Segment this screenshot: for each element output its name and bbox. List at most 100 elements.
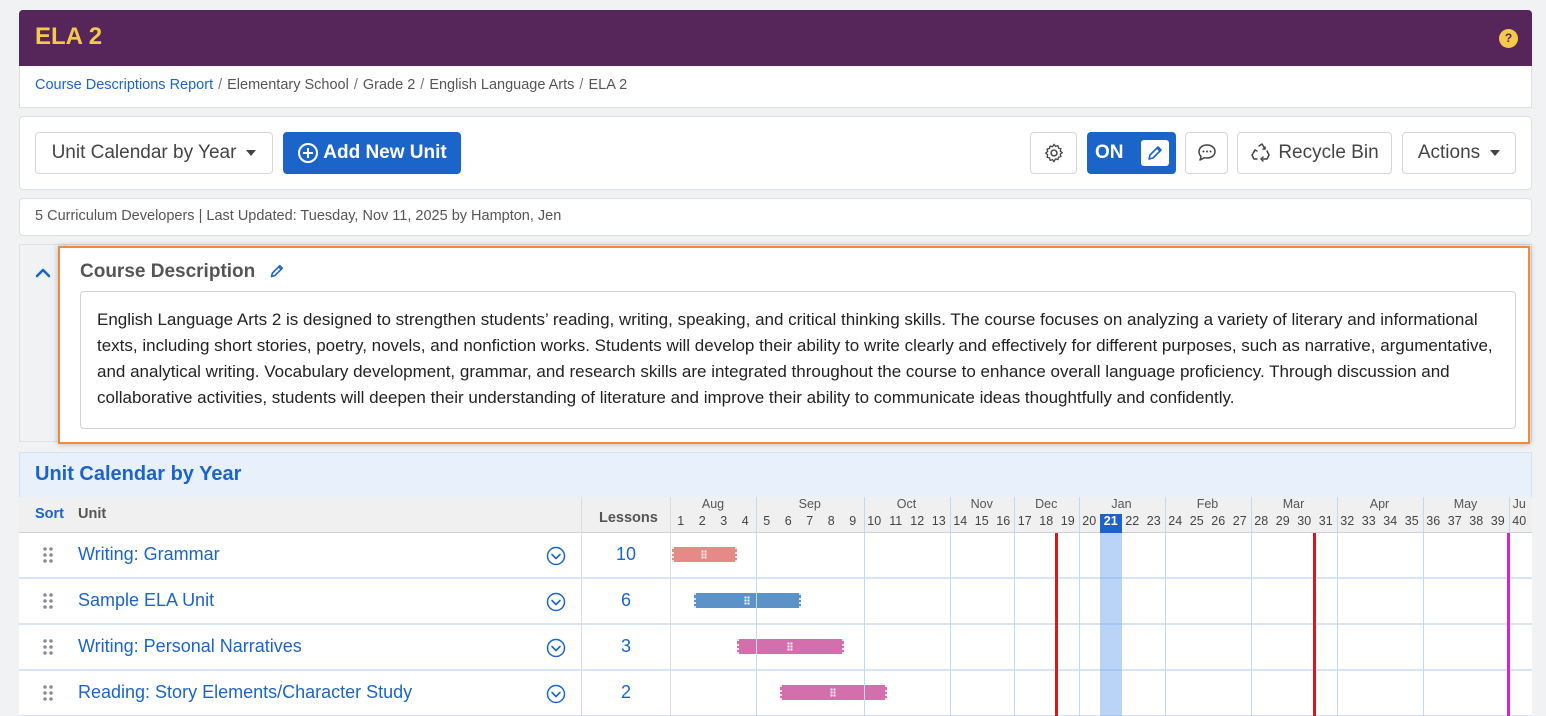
week-label: 30	[1297, 514, 1312, 528]
unit-timeline-bar[interactable]	[672, 547, 737, 562]
course-description-section: Course Description English Language Arts…	[58, 246, 1530, 444]
week-label: 3	[720, 514, 728, 528]
week-label: 5	[763, 514, 771, 528]
chevron-down-circle-icon[interactable]	[546, 592, 566, 612]
term-marker-line	[1313, 533, 1316, 716]
actions-dropdown[interactable]: Actions	[1402, 132, 1516, 174]
unit-name-link[interactable]: Writing: Grammar	[78, 544, 220, 564]
week-label: 1	[677, 514, 685, 528]
week-label: 24	[1168, 514, 1183, 528]
column-divider	[1250, 497, 1252, 716]
week-label: 22	[1125, 514, 1140, 528]
unit-row: Sample ELA Unit 6	[19, 579, 1532, 625]
week-label: 11	[889, 514, 903, 528]
week-label: 10	[867, 514, 882, 528]
term-marker-line	[1506, 533, 1510, 716]
week-label: 9	[849, 514, 857, 528]
chevron-down-circle-icon[interactable]	[546, 638, 566, 658]
lessons-column-header: Lessons	[599, 510, 658, 526]
column-divider	[863, 497, 865, 716]
pencil-icon	[1141, 140, 1169, 166]
course-description-text: English Language Arts 2 is designed to s…	[80, 291, 1516, 429]
unit-calendar-title: Unit Calendar by Year	[35, 463, 242, 485]
sort-button[interactable]: Sort	[35, 506, 64, 522]
comments-button[interactable]	[1185, 132, 1228, 174]
drag-handle-icon[interactable]	[41, 591, 55, 611]
settings-button[interactable]	[1030, 132, 1077, 174]
recycle-icon	[1251, 143, 1271, 162]
course-info-text: 5 Curriculum Developers | Last Updated: …	[35, 208, 562, 224]
lesson-count: 10	[615, 544, 637, 564]
month-label: Dec	[1035, 497, 1058, 511]
breadcrumb-item-course: ELA 2	[588, 77, 628, 93]
month-label: Feb	[1196, 497, 1219, 511]
week-label: 8	[827, 514, 835, 528]
week-label: 26	[1211, 514, 1226, 528]
recycle-bin-button[interactable]: Recycle Bin	[1237, 132, 1392, 174]
drag-handle-icon[interactable]	[41, 683, 55, 703]
week-label: 16	[996, 514, 1011, 528]
add-new-unit-button[interactable]: Add New Unit	[283, 132, 461, 174]
caret-down-icon	[246, 150, 257, 156]
breadcrumb: Course Descriptions Report / Elementary Sc…	[19, 66, 1532, 108]
week-label: 34	[1383, 514, 1398, 528]
comment-icon	[1197, 144, 1216, 161]
pencil-icon[interactable]	[269, 263, 285, 279]
week-label: 21	[1100, 514, 1122, 533]
unit-timeline-bar[interactable]	[779, 685, 887, 700]
month-label: Nov	[970, 497, 993, 511]
actions-label: Actions	[1417, 142, 1481, 163]
term-marker-line	[1055, 533, 1058, 716]
unit-calendar-header: Unit Calendar by Year	[19, 452, 1532, 498]
chevron-up-icon[interactable]	[35, 266, 51, 278]
column-divider	[756, 497, 757, 716]
breadcrumb-separator: /	[353, 77, 358, 93]
week-label: 28	[1254, 514, 1269, 528]
course-title-bar: ELA 2 ?	[19, 10, 1532, 66]
unit-row: Reading: Story Elements/Character Study 2	[19, 671, 1532, 716]
week-label: 23	[1146, 514, 1161, 528]
current-week-highlight	[1100, 533, 1122, 716]
breadcrumb-separator: /	[420, 77, 425, 93]
week-label: 12	[910, 514, 925, 528]
gear-icon	[1044, 143, 1063, 163]
calendar-grid-header: Sort Unit Lessons Aug Sep Oct Nov Dec Jan Feb M…	[19, 497, 1532, 533]
week-label: 40	[1512, 514, 1527, 528]
unit-row: Writing: Grammar 10	[19, 533, 1532, 579]
drag-handle-icon[interactable]	[41, 637, 55, 657]
unit-timeline-bar[interactable]	[736, 639, 844, 654]
month-label: Mar	[1282, 497, 1305, 511]
course-description-title-text: Course Description	[80, 261, 256, 282]
unit-name-link[interactable]: Reading: Story Elements/Character Study	[78, 682, 413, 702]
week-label: 29	[1275, 514, 1290, 528]
chevron-down-circle-icon[interactable]	[546, 546, 566, 566]
course-description-title: Course Description	[80, 261, 285, 283]
lesson-count: 6	[620, 590, 631, 610]
column-divider	[581, 497, 582, 716]
view-select-label: Unit Calendar by Year	[51, 142, 237, 163]
column-divider	[670, 497, 671, 716]
breadcrumb-link-report[interactable]: Course Descriptions Report	[35, 77, 214, 93]
month-label: May	[1453, 497, 1478, 511]
week-label: 14	[953, 514, 968, 528]
unit-column-header: Unit	[78, 506, 107, 522]
column-divider	[1014, 497, 1015, 716]
unit-name-link[interactable]: Writing: Personal Narratives	[78, 636, 302, 656]
week-label: 39	[1490, 514, 1505, 528]
edit-mode-toggle[interactable]: ON	[1087, 132, 1176, 174]
unit-name-link[interactable]: Sample ELA Unit	[78, 590, 215, 610]
help-icon[interactable]: ?	[1499, 29, 1518, 48]
recycle-bin-label: Recycle Bin	[1278, 142, 1379, 163]
month-label: Ju	[1512, 497, 1526, 511]
edit-mode-label: ON	[1095, 142, 1124, 163]
view-select-dropdown[interactable]: Unit Calendar by Year	[35, 132, 273, 174]
drag-handle-icon[interactable]	[41, 545, 55, 565]
week-label: 35	[1404, 514, 1419, 528]
add-new-unit-label: Add New Unit	[323, 142, 447, 163]
chevron-down-circle-icon[interactable]	[546, 684, 566, 704]
week-label: 37	[1447, 514, 1462, 528]
week-label: 7	[806, 514, 814, 528]
week-label: 17	[1017, 514, 1032, 528]
month-label: Aug	[701, 497, 725, 511]
unit-timeline-bar[interactable]	[693, 593, 801, 608]
